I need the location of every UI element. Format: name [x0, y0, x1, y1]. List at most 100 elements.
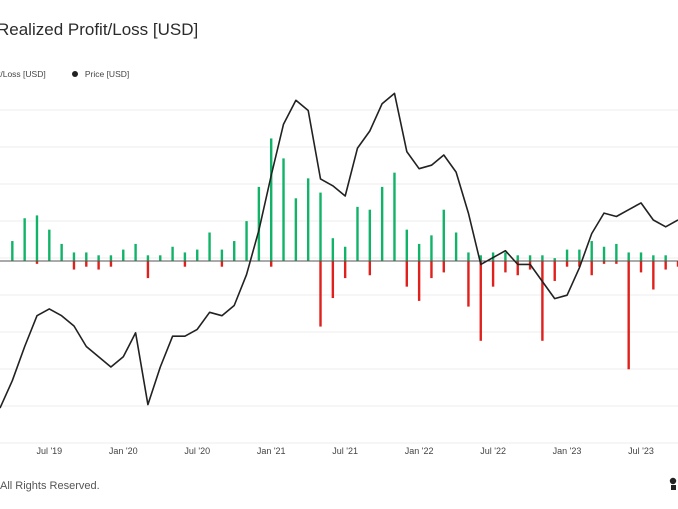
profit-bar: [282, 158, 285, 261]
x-tick-label: Jan '21: [257, 446, 286, 456]
x-tick-text: Jul '20: [184, 446, 210, 456]
profit-bar: [35, 215, 39, 261]
x-tick-label: Jan '23: [553, 446, 582, 456]
loss-bar: [220, 261, 224, 267]
profit-bar: [454, 232, 458, 261]
profit-bar: [578, 249, 581, 261]
x-tick-label: Jul '21: [332, 446, 358, 456]
profit-bar: [590, 241, 593, 261]
profit-bar: [270, 138, 273, 261]
profit-bar: [208, 232, 211, 261]
loss-bar: [430, 261, 433, 279]
legend-item-profit-loss[interactable]: t/Loss [USD]: [0, 68, 46, 79]
profit-bar: [442, 209, 445, 261]
x-tick-text: Jul '22: [480, 446, 506, 456]
profit-bar: [343, 246, 347, 261]
profit-bar: [257, 186, 261, 261]
profit-bar: [615, 243, 618, 261]
loss-bar: [109, 261, 113, 267]
profit-bar: [146, 255, 150, 261]
profit-bar: [467, 252, 470, 261]
x-tick-label: Jan '20: [109, 446, 138, 456]
loss-bar: [602, 261, 606, 264]
x-tick-label: Jul '20: [184, 446, 210, 456]
price-line: [0, 92, 678, 409]
x-tick-text: Jan '21: [257, 446, 286, 456]
profit-bar: [159, 255, 162, 261]
profit-bar: [565, 249, 569, 261]
loss-bar: [85, 261, 88, 267]
loss-bar: [97, 261, 100, 270]
profit-bar: [23, 218, 26, 261]
profit-bar: [183, 252, 187, 261]
profit-bar: [220, 249, 224, 261]
loss-bar: [442, 261, 445, 273]
profit-bar: [171, 246, 174, 261]
profit-bar: [245, 221, 248, 261]
loss-bar: [627, 261, 630, 370]
profit-bar: [652, 255, 655, 261]
x-tick-label: Jul '19: [36, 446, 62, 456]
loss-bar: [479, 261, 482, 341]
loss-bar: [343, 261, 347, 279]
profit-bar: [85, 252, 88, 261]
loss-bar: [72, 261, 76, 270]
loss-bar: [516, 261, 519, 276]
loss-bar: [319, 261, 322, 327]
x-tick-text: Jan '23: [553, 446, 582, 456]
legend-dot-price: [72, 70, 79, 77]
loss-bar: [676, 261, 678, 267]
loss-bar: [541, 261, 544, 341]
loss-bar: [652, 261, 655, 290]
profit-bar: [60, 243, 63, 261]
x-tick-text: Jul '21: [332, 446, 358, 456]
profit-bar: [294, 198, 298, 261]
loss-bar: [417, 261, 421, 301]
loss-bar: [504, 261, 507, 273]
x-tick-text: Jan '22: [405, 446, 434, 456]
profit-bar: [134, 243, 137, 261]
profit-bar: [48, 229, 51, 261]
loss-bar: [664, 261, 667, 270]
profit-bar: [380, 186, 384, 261]
profit-bar: [319, 192, 322, 261]
brand-logo-icon: [669, 477, 677, 490]
profit-bar: [233, 241, 236, 261]
profit-bar: [331, 238, 335, 261]
profit-bar: [541, 255, 544, 261]
loss-bar: [553, 261, 556, 281]
x-tick-label: Jul '23: [628, 446, 654, 456]
loss-bar: [590, 261, 593, 276]
footer-copyright: All Rights Reserved.: [0, 480, 100, 492]
loss-bar: [35, 261, 39, 264]
loss-bar: [615, 261, 618, 264]
profit-bar: [393, 172, 396, 261]
profit-bar: [417, 243, 421, 261]
profit-bar: [368, 209, 372, 261]
loss-bar: [565, 261, 569, 267]
x-tick-text: Jul '23: [628, 446, 654, 456]
profit-bar: [11, 241, 14, 261]
x-tick-text: Jan '20: [109, 446, 138, 456]
profit-bar: [602, 246, 606, 261]
loss-bar: [467, 261, 470, 307]
profit-bar: [639, 252, 643, 261]
profit-bar: [516, 255, 519, 261]
profit-bar: [122, 249, 125, 261]
chart-title: Realized Profit/Loss [USD]: [0, 20, 199, 39]
x-tick-text: Jul '19: [36, 446, 62, 456]
loss-bar: [146, 261, 150, 279]
profit-bar: [664, 255, 667, 261]
loss-bar: [331, 261, 335, 299]
loss-bar: [368, 261, 372, 276]
profit-bar: [196, 249, 199, 261]
loss-bar: [183, 261, 187, 267]
profit-bar: [356, 206, 359, 261]
legend-item-price[interactable]: Price [USD]: [84, 68, 130, 79]
profit-bar: [528, 255, 532, 261]
profit-bar: [72, 252, 76, 261]
profit-bar: [430, 235, 433, 261]
profit-bar: [109, 255, 113, 261]
profit-bar: [97, 255, 100, 261]
loss-bar: [578, 261, 581, 267]
